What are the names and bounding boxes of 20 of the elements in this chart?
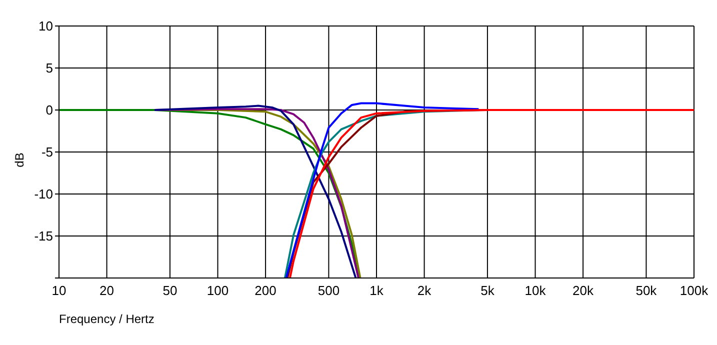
y-tick-label: -15 — [34, 228, 53, 244]
x-tick-label: 100k — [680, 283, 709, 298]
x-tick-label: 5k — [480, 283, 495, 298]
y-axis-title: dB — [12, 152, 26, 168]
x-tick-label: 50 — [162, 283, 178, 298]
y-tick-label: 0 — [46, 102, 53, 118]
x-tick-label: 20k — [572, 283, 594, 298]
x-tick-label: 1k — [370, 283, 384, 298]
y-tick-label: -10 — [34, 186, 53, 202]
x-tick-label: 100 — [206, 283, 229, 298]
x-tick-label: 10k — [524, 283, 546, 298]
x-tick-label: 2k — [417, 283, 432, 298]
y-tick-label: 5 — [46, 60, 53, 76]
y-tick-label: 10 — [38, 18, 53, 34]
x-tick-label: 500 — [318, 283, 340, 298]
x-tick-label: 50k — [636, 283, 658, 298]
x-axis-title: Frequency / Hertz — [59, 312, 154, 326]
x-tick-label: 20 — [100, 283, 114, 298]
y-tick-label: -5 — [41, 144, 53, 160]
x-tick-label: 200 — [254, 283, 276, 298]
